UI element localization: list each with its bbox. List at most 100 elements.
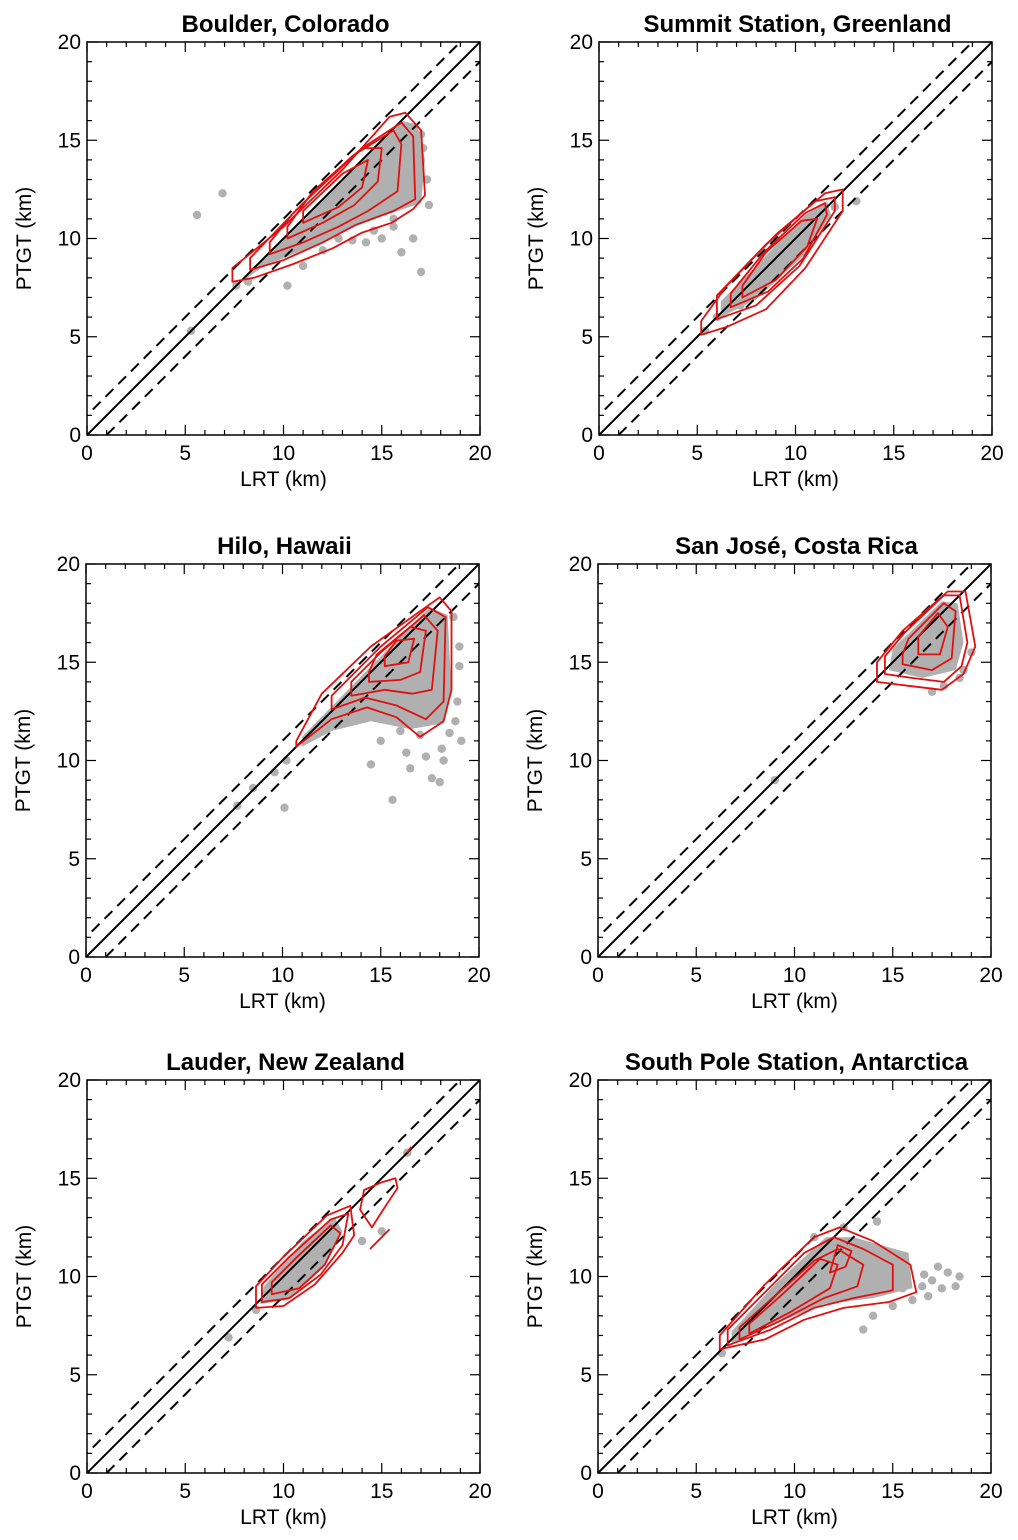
panel-hilo: 0 5 10 15 20 0 5 10 15 20 Hilo, Hawaii LRT (km) PTGT… <box>12 533 491 1013</box>
plot-area <box>87 42 480 435</box>
y-tick-label: 20 <box>57 553 80 576</box>
density-contour-4 <box>741 217 818 299</box>
minus-one-dashed-line <box>104 582 479 957</box>
scatter-point <box>389 222 398 231</box>
y-tick-label: 0 <box>580 1462 592 1485</box>
y-tick-label: 5 <box>580 1364 592 1387</box>
scatter-point <box>933 1262 943 1271</box>
x-tick-label: 5 <box>178 964 190 987</box>
scatter-point <box>248 783 258 793</box>
density-contour-1 <box>876 590 977 691</box>
x-tick-label: 0 <box>81 442 93 465</box>
x-tick-label: 10 <box>783 964 806 987</box>
y-tick-label: 15 <box>57 651 80 674</box>
x-axis-label: LRT (km) <box>240 468 327 491</box>
scatter-point <box>396 726 405 736</box>
chart-title: Boulder, Colorado <box>181 11 389 38</box>
x-tick-label: 0 <box>81 1480 93 1503</box>
density-contour-4 <box>748 1257 839 1335</box>
scatter-point <box>918 1282 927 1291</box>
density-contour-5 <box>829 1244 853 1274</box>
scatter-point <box>377 1227 386 1236</box>
x-tick-label: 5 <box>179 1480 191 1503</box>
chart-title: San José, Costa Rica <box>675 533 918 560</box>
scatter-point <box>357 1236 367 1246</box>
density-contour-1 <box>231 111 426 283</box>
y-tick-label: 20 <box>569 1069 592 1092</box>
y-tick-label: 0 <box>580 946 592 969</box>
dense-scatter-region <box>731 1237 913 1344</box>
scatter-point <box>416 267 426 277</box>
plus-one-dashed-line <box>86 564 461 939</box>
y-tick-label: 5 <box>69 1364 81 1387</box>
density-contour-4 <box>359 1177 399 1229</box>
x-tick-label: 0 <box>593 442 605 465</box>
density-contour-1 <box>718 1226 918 1351</box>
y-tick-label: 20 <box>58 1069 81 1092</box>
density-contour-1 <box>295 596 453 748</box>
density-contour-6 <box>406 1146 412 1154</box>
density-contour-4 <box>286 147 383 240</box>
one-to-one-line <box>86 564 479 957</box>
scatter-point <box>937 1284 947 1293</box>
x-tick-label: 5 <box>179 442 191 465</box>
plus-one-dashed-line <box>598 564 973 939</box>
plot-area <box>599 42 992 435</box>
scatter-point <box>919 1270 929 1279</box>
density-contour-1 <box>700 188 844 336</box>
y-tick-label: 10 <box>570 228 593 251</box>
y-axis-label: PTGT (km) <box>12 709 35 812</box>
minus-one-dashed-line <box>617 60 992 435</box>
y-tick-label: 0 <box>69 1462 81 1485</box>
scatter-point <box>943 1268 952 1277</box>
scatter-point <box>453 697 462 706</box>
y-axis-label: PTGT (km) <box>525 187 548 290</box>
scatter-point <box>361 238 371 247</box>
y-tick-label: 15 <box>569 1167 592 1190</box>
scatter-point <box>224 1333 233 1342</box>
density-contour-4 <box>917 612 949 656</box>
scatter-point <box>449 612 458 622</box>
y-tick-label: 10 <box>58 1266 81 1289</box>
scatter-point <box>408 234 418 243</box>
y-tick-label: 20 <box>58 31 81 54</box>
plot-area <box>87 1080 480 1473</box>
panel-lauder: 0 5 10 15 20 0 5 10 15 20 Lauder, New Zealand LRT (… <box>13 1049 492 1529</box>
minus-one-dashed-line <box>616 1098 991 1473</box>
y-tick-label: 10 <box>58 228 81 251</box>
y-tick-label: 5 <box>580 848 592 871</box>
x-tick-label: 10 <box>272 1480 295 1503</box>
scatter-point <box>927 1276 937 1285</box>
y-axis-label: PTGT (km) <box>13 187 36 290</box>
density-contour-2 <box>884 594 969 683</box>
panel-boulder: 0 5 10 15 20 0 5 10 15 20 Boulder, Colorado LRT (km… <box>13 11 492 491</box>
scatter-point <box>908 1295 917 1305</box>
y-axis-label: PTGT (km) <box>524 1225 547 1328</box>
x-tick-label: 5 <box>690 964 702 987</box>
panel-summit: 0 5 10 15 20 0 5 10 15 20 Summit Station, Greenlan… <box>525 11 1004 491</box>
one-to-one-line <box>598 564 991 957</box>
one-to-one-line <box>598 1080 991 1473</box>
plus-one-dashed-line <box>87 42 462 417</box>
scatter-point <box>457 736 466 746</box>
scatter-point <box>923 1291 933 1301</box>
density-contour-2 <box>260 1212 350 1303</box>
density-contour-2 <box>330 606 447 721</box>
scatter-point <box>427 773 437 783</box>
x-tick-label: 10 <box>783 1480 806 1503</box>
density-contour-3 <box>268 129 403 256</box>
x-tick-label: 0 <box>80 964 92 987</box>
scatter-point <box>872 1217 882 1226</box>
y-axis-label: PTGT (km) <box>524 709 547 812</box>
scatter-point <box>388 795 397 804</box>
x-tick-label: 0 <box>592 964 604 987</box>
scatter-point <box>415 730 425 740</box>
density-contour-3 <box>901 602 957 671</box>
density-contour-5 <box>383 637 416 668</box>
scatter-point <box>455 661 464 671</box>
dense-scatter-region <box>236 120 425 286</box>
scatter-point <box>334 234 343 243</box>
x-axis-label: LRT (km) <box>751 990 838 1013</box>
x-tick-label: 15 <box>881 1480 904 1503</box>
